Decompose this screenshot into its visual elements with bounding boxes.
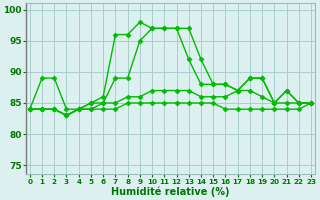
X-axis label: Humidité relative (%): Humidité relative (%) bbox=[111, 186, 230, 197]
